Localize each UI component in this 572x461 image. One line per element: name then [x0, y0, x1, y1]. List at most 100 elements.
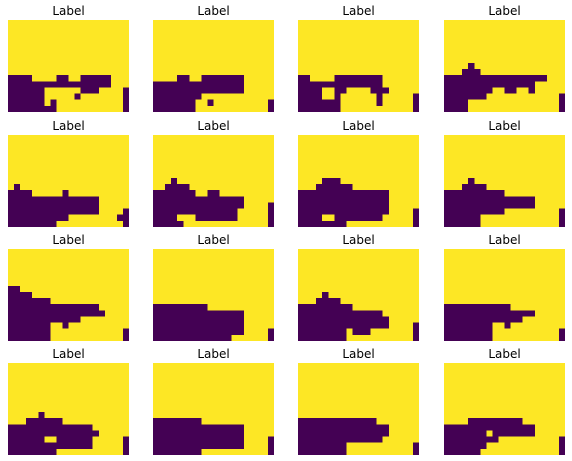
mask-cell: [104, 328, 111, 335]
mask-cell: [231, 214, 238, 221]
mask-cell: [310, 310, 317, 317]
mask-cell: [38, 184, 45, 191]
mask-cell: [450, 442, 457, 449]
mask-cell: [189, 261, 196, 268]
mask-cell: [20, 322, 27, 329]
mask-cell: [474, 202, 481, 209]
mask-cell: [116, 93, 124, 100]
mask-cell: [546, 153, 554, 160]
mask-cell: [177, 279, 184, 286]
mask-cell: [110, 316, 118, 323]
mask-cell: [462, 436, 469, 443]
mask-cell: [177, 81, 184, 88]
mask-cell: [352, 418, 359, 425]
mask-cell: [382, 99, 389, 106]
mask-cell: [50, 393, 57, 400]
mask-cell: [364, 442, 371, 449]
mask-cell: [255, 448, 263, 455]
mask-cell: [310, 99, 317, 106]
mask-cell: [62, 412, 69, 419]
mask-panel-8: Label: [444, 117, 565, 227]
mask-cell: [255, 430, 263, 437]
mask-cell: [316, 298, 323, 305]
mask-cell: [189, 255, 196, 262]
mask-cell: [298, 26, 305, 33]
mask-cell: [316, 418, 323, 425]
mask-cell: [201, 159, 208, 166]
mask-cell: [444, 190, 451, 197]
mask-cell: [62, 291, 69, 299]
mask-cell: [171, 381, 178, 388]
mask-cell: [38, 310, 45, 317]
mask-cell: [110, 208, 118, 215]
mask-cell: [243, 418, 250, 425]
mask-cell: [122, 285, 129, 293]
mask-cell: [104, 38, 111, 45]
mask-cell: [98, 298, 105, 305]
mask-cell: [558, 442, 565, 449]
mask-cell: [382, 267, 389, 274]
mask-cell: [50, 316, 57, 323]
mask-cell: [165, 171, 172, 179]
mask-cell: [195, 273, 202, 280]
mask-cell: [159, 334, 166, 341]
mask-cell: [364, 147, 371, 154]
mask-cell: [20, 93, 27, 100]
mask-cell: [183, 99, 190, 106]
mask-cell: [328, 214, 335, 221]
mask-cell: [558, 291, 565, 299]
mask-cell: [213, 177, 220, 185]
mask-cell: [20, 304, 27, 311]
mask-cell: [44, 196, 51, 203]
mask-cell: [38, 328, 45, 335]
mask-cell: [310, 75, 317, 82]
mask-cell: [20, 316, 27, 323]
mask-cell: [104, 196, 111, 203]
mask-cell: [406, 363, 414, 370]
mask-cell: [304, 38, 311, 45]
mask-cell: [213, 304, 220, 311]
mask-cell: [80, 147, 87, 154]
mask-cell: [177, 273, 184, 280]
mask-cell: [213, 56, 220, 64]
mask-cell: [498, 442, 505, 449]
mask-cell: [552, 424, 560, 431]
mask-cell: [540, 405, 547, 413]
mask-cell: [26, 105, 33, 112]
mask-cell: [450, 141, 457, 148]
mask-cell: [510, 44, 517, 51]
mask-cell: [304, 430, 311, 437]
mask-cell: [528, 165, 535, 172]
mask-cell: [255, 38, 263, 45]
mask-cell: [412, 442, 419, 449]
mask-cell: [231, 436, 238, 443]
mask-cell: [44, 430, 51, 437]
mask-cell: [316, 105, 323, 112]
mask-cell: [116, 38, 124, 45]
mask-cell: [352, 50, 359, 57]
mask-cell: [462, 279, 469, 286]
mask-cell: [32, 261, 39, 268]
mask-cell: [546, 304, 554, 311]
mask-cell: [370, 56, 377, 64]
mask-cell: [528, 147, 535, 154]
mask-cell: [243, 363, 250, 370]
mask-cell: [328, 153, 335, 160]
mask-cell: [316, 381, 323, 388]
mask-cell: [444, 304, 451, 311]
mask-cell: [468, 75, 475, 82]
mask-cell: [225, 87, 232, 94]
mask-cell: [153, 44, 160, 51]
mask-cell: [388, 249, 395, 256]
mask-cell: [316, 424, 323, 431]
mask-cell: [468, 214, 475, 221]
mask-cell: [358, 261, 365, 268]
mask-cell: [450, 322, 457, 329]
mask-cell: [510, 310, 517, 317]
mask-cell: [486, 363, 493, 370]
mask-cell: [249, 412, 256, 419]
mask-cell: [219, 62, 226, 70]
mask-cell: [50, 165, 57, 172]
mask-cell: [534, 153, 541, 160]
mask-cell: [498, 141, 505, 148]
